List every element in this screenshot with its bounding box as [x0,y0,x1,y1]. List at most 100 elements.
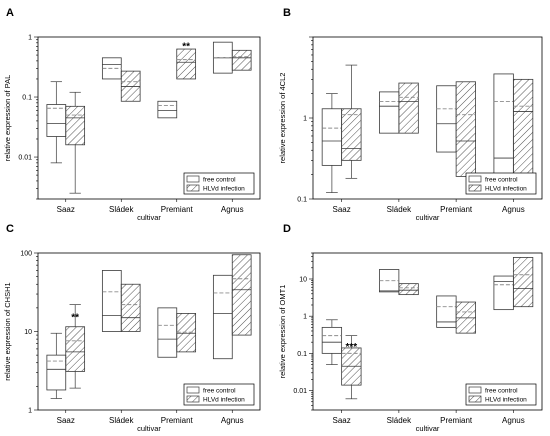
x-tick-label: Saaz [333,205,351,214]
legend-swatch-free [468,386,482,394]
box-free-saaz [46,81,67,164]
box-body [231,49,252,71]
x-tick-label: Premiant [161,416,194,425]
significance-marker: ** [182,41,190,52]
box-hlvd-premiant [176,313,197,353]
legend-frame [183,172,255,195]
box-free-sládek [101,57,122,80]
y-tick-label: 0.1 [22,95,32,102]
x-tick-label: Agnus [502,205,525,214]
legend: free control HLVd infection [465,383,537,406]
box-hlvd-agnus [231,254,252,336]
box-hlvd-saaz [341,64,362,179]
legend-swatch-free [468,175,482,183]
legend-swatch-hlvd [186,395,200,403]
significance-marker: *** [346,342,358,353]
box-free-agnus [212,274,233,360]
legend-label-hlvd: HLVd infection [203,186,245,193]
box-free-agnus [212,41,233,74]
box-hlvd-premiant [176,48,197,80]
box-body [379,91,400,134]
x-tick-label: Premiant [161,205,194,214]
box-free-agnus [493,275,514,311]
box-free-premiant [436,295,457,328]
y-axis-label: relative expression of PAL [3,75,12,162]
y-tick-label: 10 [24,329,32,336]
x-tick-label: Saaz [333,416,351,425]
legend-label-hlvd: HLVd infection [485,397,527,404]
box-body [436,85,457,153]
x-tick-label: Sládek [387,416,412,425]
plot-frame [37,36,261,200]
box-hlvd-agnus [512,78,534,186]
legend-frame [465,383,537,406]
panel-c: C 1 10 100 relative expression of CHSH1 Saaz S… [3,223,261,433]
box-body [512,257,534,308]
y-tick-label: 1 [28,35,32,42]
panel-letter: A [6,7,14,19]
box-body [321,108,343,166]
box-body [101,270,122,332]
significance-marker: ** [71,313,79,324]
legend-swatch-hlvd [468,184,482,192]
legend-label-free: free control [203,388,236,395]
plot-frame [312,252,543,411]
box-body [120,283,141,332]
box-body [493,275,514,311]
panel-a: A 0.01 0.1 1 relative expression of PAL Saaz S… [3,7,261,222]
x-tick-label: Sládek [387,205,412,214]
box-body [212,274,233,360]
box-body [321,326,343,354]
x-axis-label: cultivar [137,424,161,433]
x-tick-label: Agnus [221,416,244,425]
y-tick-label: 1 [303,314,307,321]
box-free-agnus [493,73,514,188]
x-tick-label: Sládek [109,205,134,214]
box-body [398,283,419,296]
panel-d: D 0.01 0.1 1 10 relative expression of OMT1 Sa… [278,223,543,433]
box-body [512,78,534,186]
legend-swatch-free [186,386,200,394]
box-free-premiant [157,100,178,119]
legend-label-free: free control [485,177,518,184]
panels-layer: A 0.01 0.1 1 relative expression of PAL Saaz S… [3,7,543,433]
box-hlvd-premiant [455,81,476,177]
box-free-sládek [379,91,400,134]
legend: free control HLVd infection [183,383,255,406]
x-tick-label: Saaz [57,416,75,425]
x-tick-label: Agnus [502,416,525,425]
box-body [157,307,178,358]
box-body [455,81,476,177]
box-body [46,104,67,137]
box-body [46,354,67,391]
y-axis-label: relative expression of OMT1 [278,285,287,379]
box-free-premiant [436,85,457,153]
y-tick-label: 10 [299,276,307,283]
legend: free control HLVd infection [183,172,255,195]
panel-letter: B [283,7,291,19]
box-free-sládek [101,270,122,332]
y-axis-label: relative expression of CHSH1 [3,282,12,380]
panel-letter: C [6,223,14,235]
legend-swatch-hlvd [186,184,200,192]
x-axis-label: cultivar [416,213,440,222]
y-tick-label: 0.1 [297,197,307,204]
y-tick-label: 0.01 [293,388,307,395]
legend-frame [183,383,255,406]
box-hlvd-saaz [65,91,86,194]
panel-b: B 0.1 1 relative expression of 4CL2 Saaz Slád… [278,7,543,222]
legend-label-free: free control [203,177,236,184]
box-free-premiant [157,307,178,358]
box-hlvd-sládek [398,82,419,134]
legend-swatch-free [186,175,200,183]
legend-label-free: free control [485,388,518,395]
y-axis-label: relative expression of 4CL2 [278,73,287,164]
box-hlvd-sládek [120,283,141,332]
box-body [176,313,197,353]
x-tick-label: Agnus [221,205,244,214]
box-body [398,82,419,134]
box-free-saaz [46,332,67,399]
legend-label-hlvd: HLVd infection [485,186,527,193]
box-body [493,73,514,188]
x-tick-label: Premiant [440,205,473,214]
